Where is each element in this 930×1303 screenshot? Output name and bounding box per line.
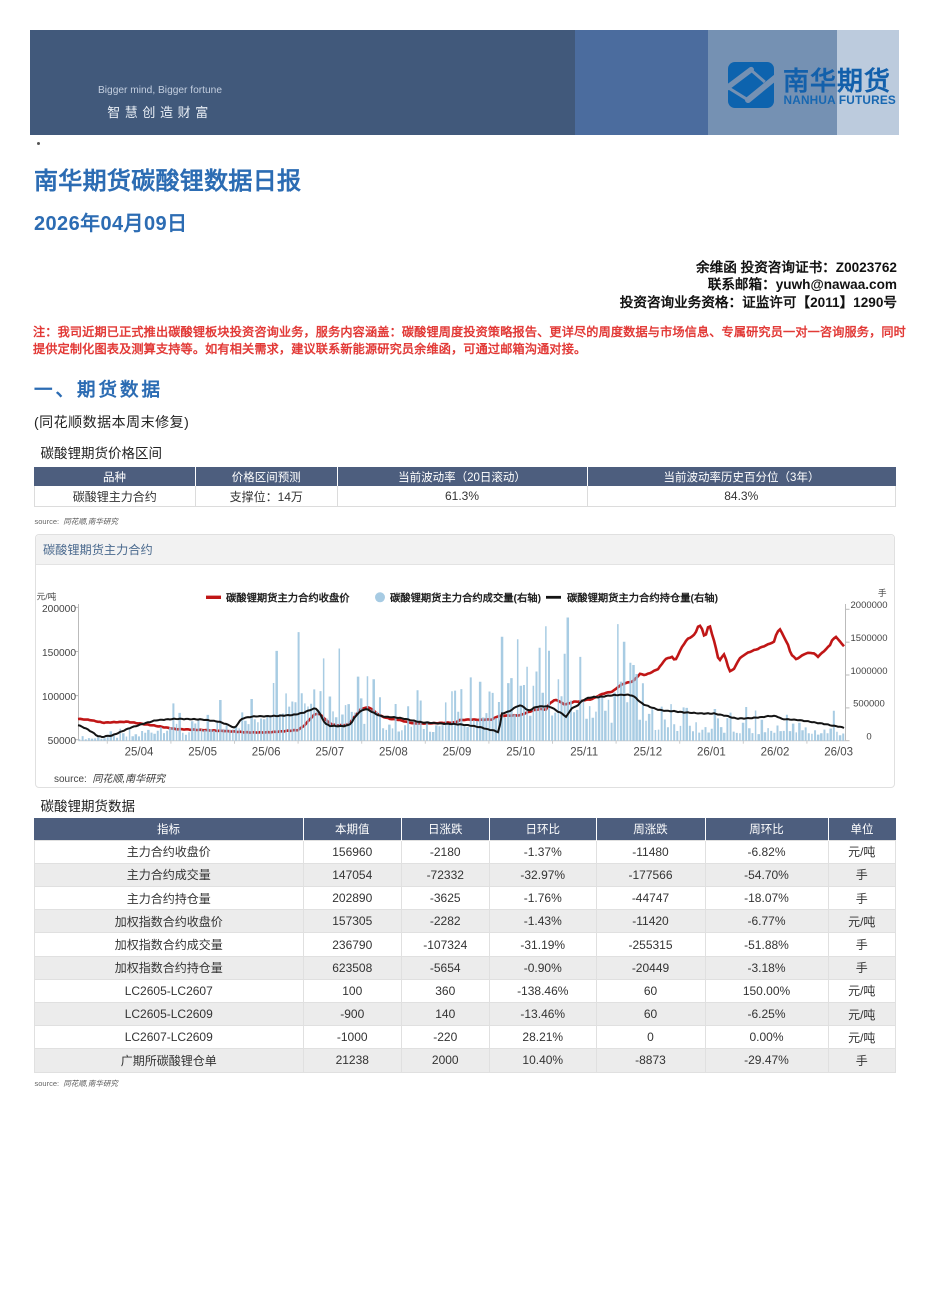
svg-text:碳酸锂期货主力合约成交量(右轴): 碳酸锂期货主力合约成交量(右轴) bbox=[390, 592, 541, 605]
svg-text:元/吨: 元/吨 bbox=[37, 591, 57, 602]
svg-text:25/04: 25/04 bbox=[125, 746, 154, 758]
svg-text:25/09: 25/09 bbox=[443, 746, 472, 758]
svg-text:25/06: 25/06 bbox=[252, 746, 281, 758]
svg-text:手: 手 bbox=[878, 587, 887, 598]
svg-text:碳酸锂期货主力合约收盘价: 碳酸锂期货主力合约收盘价 bbox=[226, 592, 350, 605]
svg-text:25/05: 25/05 bbox=[188, 746, 217, 758]
svg-text:500000: 500000 bbox=[853, 699, 885, 710]
svg-text:2000000: 2000000 bbox=[851, 600, 888, 611]
svg-text:26/02: 26/02 bbox=[761, 746, 790, 758]
svg-text:0: 0 bbox=[866, 732, 871, 743]
svg-text:1500000: 1500000 bbox=[851, 633, 888, 644]
svg-text:26/01: 26/01 bbox=[697, 746, 726, 758]
svg-text:25/10: 25/10 bbox=[506, 746, 535, 758]
svg-text:50000: 50000 bbox=[48, 736, 77, 747]
svg-text:25/08: 25/08 bbox=[379, 746, 408, 758]
svg-text:25/11: 25/11 bbox=[570, 746, 598, 758]
svg-text:1000000: 1000000 bbox=[851, 666, 888, 677]
svg-text:25/07: 25/07 bbox=[315, 746, 344, 758]
svg-text:25/12: 25/12 bbox=[633, 746, 662, 758]
svg-text:200000: 200000 bbox=[42, 604, 76, 615]
svg-text:碳酸锂期货主力合约持仓量(右轴): 碳酸锂期货主力合约持仓量(右轴) bbox=[567, 592, 718, 605]
svg-text:150000: 150000 bbox=[42, 648, 76, 659]
svg-text:26/03: 26/03 bbox=[824, 746, 853, 758]
svg-text:100000: 100000 bbox=[42, 692, 76, 703]
